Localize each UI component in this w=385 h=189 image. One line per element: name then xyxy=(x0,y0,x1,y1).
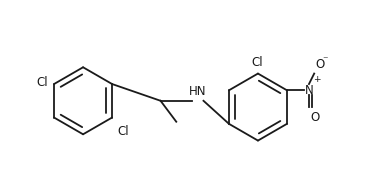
Text: O: O xyxy=(310,111,319,124)
Text: Cl: Cl xyxy=(117,125,129,138)
Text: Cl: Cl xyxy=(36,77,48,89)
Text: O: O xyxy=(315,58,325,71)
Text: +: + xyxy=(313,75,320,84)
Text: HN: HN xyxy=(189,85,206,98)
Text: Cl: Cl xyxy=(251,56,263,69)
Text: ⁻: ⁻ xyxy=(323,55,328,65)
Text: N: N xyxy=(305,84,313,97)
